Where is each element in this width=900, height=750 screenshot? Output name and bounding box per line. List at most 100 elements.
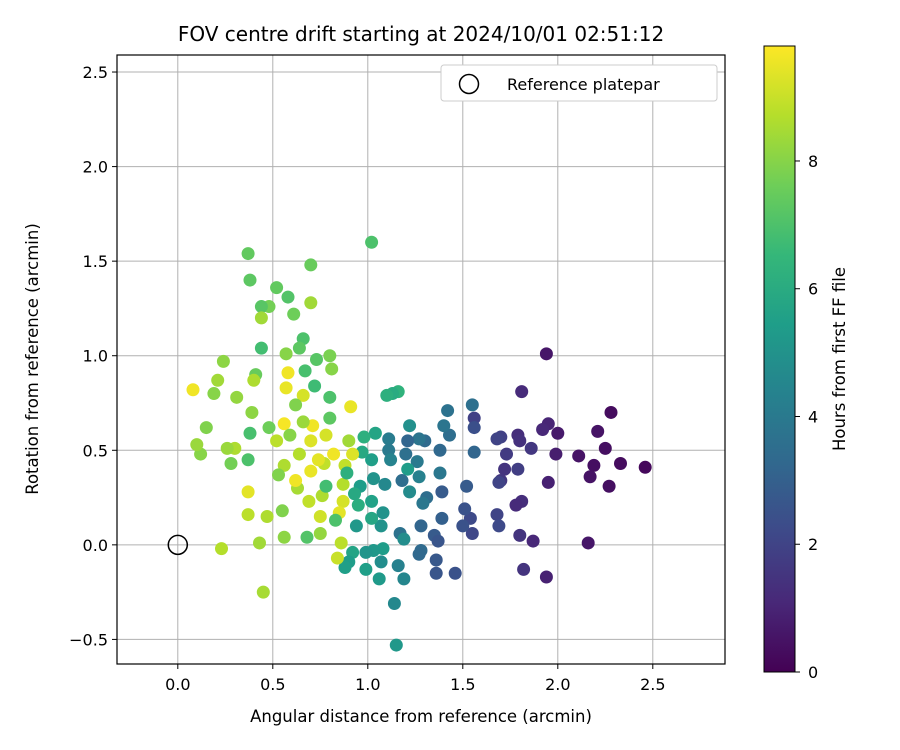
data-point: [416, 496, 430, 510]
data-point: [216, 354, 230, 368]
data-point: [511, 462, 525, 476]
data-point: [253, 536, 266, 550]
data-point: [490, 432, 504, 446]
colorbar-gradient: [763, 45, 796, 673]
y-tick-label: 2.5: [83, 63, 108, 82]
data-point: [378, 477, 392, 491]
data-point: [256, 585, 270, 599]
data-point: [387, 596, 401, 610]
data-point: [539, 347, 553, 361]
data-point: [296, 415, 310, 429]
data-point: [311, 453, 325, 467]
x-tick-label: 2.5: [640, 675, 665, 694]
data-point: [365, 494, 379, 508]
data-point: [517, 562, 531, 576]
data-point: [433, 443, 447, 457]
data-point: [270, 281, 284, 295]
data-point: [336, 477, 350, 491]
data-point: [319, 428, 333, 442]
colorbar-tick-label: 8: [808, 152, 818, 171]
x-tick-label: 1.5: [450, 675, 475, 694]
data-point: [247, 373, 261, 387]
data-point: [399, 447, 413, 461]
data-point: [513, 528, 527, 542]
data-point: [435, 485, 449, 499]
data-point: [260, 509, 274, 523]
data-point: [262, 421, 276, 435]
plot-area: [117, 55, 725, 664]
data-point: [638, 460, 652, 474]
colorbar: 0 2 4 6 8 Hours from first FF file: [763, 45, 849, 682]
data-point: [289, 398, 303, 412]
data-point: [313, 509, 327, 523]
data-point: [460, 479, 474, 493]
data-point: [336, 494, 350, 508]
data-point: [401, 434, 415, 448]
data-point: [572, 449, 586, 463]
data-point: [539, 570, 553, 584]
reference-platepar-marker-group: [167, 534, 189, 556]
data-point: [357, 430, 371, 444]
data-point: [302, 494, 316, 508]
data-point: [367, 472, 380, 486]
data-point: [190, 438, 204, 452]
colorbar-tick-label: 2: [808, 535, 818, 554]
data-point: [549, 447, 563, 461]
data-point: [304, 296, 318, 310]
data-point: [456, 519, 470, 533]
x-ticks: 0.0 0.5 1.0 1.5 2.0 2.5: [165, 664, 666, 694]
data-point: [230, 390, 244, 404]
data-point: [551, 426, 565, 440]
data-point: [492, 475, 506, 489]
data-point: [241, 453, 255, 467]
data-point: [199, 421, 213, 435]
data-point: [292, 341, 306, 355]
x-tick-label: 1.0: [355, 675, 380, 694]
data-point: [498, 462, 512, 476]
data-point: [254, 311, 268, 325]
data-point: [241, 508, 255, 522]
data-point: [583, 470, 597, 484]
data-point: [330, 551, 344, 565]
data-point: [433, 466, 447, 480]
data-point: [414, 519, 428, 533]
data-point: [397, 532, 411, 546]
data-point: [245, 405, 259, 419]
colorbar-label: Hours from first FF file: [830, 267, 849, 451]
legend-reference-marker: [458, 73, 480, 95]
y-tick-label: −0.5: [69, 630, 108, 649]
x-tick-label: 2.0: [545, 675, 570, 694]
data-point: [292, 447, 306, 461]
data-point: [587, 458, 601, 472]
data-point: [431, 534, 445, 548]
data-point: [412, 432, 426, 446]
data-point: [313, 527, 327, 540]
data-point: [323, 411, 337, 425]
data-point: [372, 572, 386, 586]
data-point: [509, 498, 523, 512]
data-points: [186, 235, 652, 652]
colorbar-ticks: 0 2 4 6 8: [795, 152, 818, 682]
data-point: [368, 426, 382, 440]
data-point: [401, 462, 415, 476]
colorbar-tick-label: 4: [808, 407, 818, 426]
y-tick-label: 0.5: [83, 441, 108, 460]
data-point: [359, 545, 373, 559]
data-point: [374, 519, 388, 533]
data-point: [492, 519, 506, 533]
data-point: [224, 457, 238, 471]
data-point: [334, 536, 348, 550]
data-point: [526, 534, 540, 548]
data-point: [298, 364, 312, 378]
data-point: [429, 553, 443, 567]
colorbar-tick-label: 0: [808, 663, 818, 682]
data-point: [365, 235, 379, 249]
data-point: [279, 381, 293, 395]
data-point: [211, 373, 225, 387]
data-point: [279, 347, 293, 361]
data-point: [458, 502, 472, 516]
y-axis-label: Rotation from reference (arcmin): [23, 223, 42, 495]
data-point: [465, 527, 479, 540]
y-tick-label: 1.5: [83, 252, 108, 271]
data-point: [467, 445, 481, 459]
